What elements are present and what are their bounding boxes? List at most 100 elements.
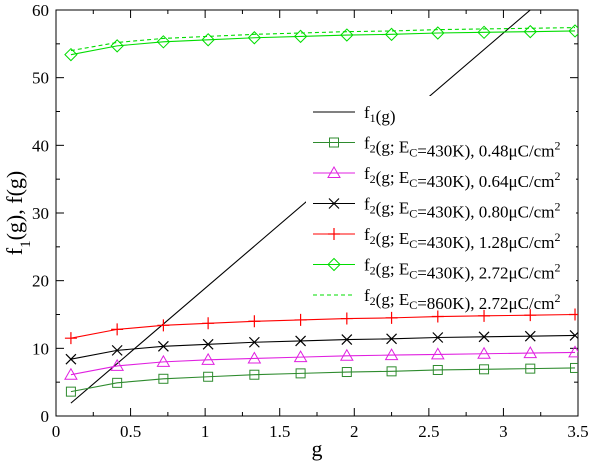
series-0 bbox=[70, 10, 531, 404]
data-point bbox=[384, 348, 399, 361]
data-point bbox=[341, 334, 353, 345]
data-point bbox=[478, 309, 491, 322]
data-point bbox=[524, 330, 536, 342]
data-point bbox=[339, 348, 354, 361]
y-tick-label: 30 bbox=[32, 204, 49, 223]
data-point bbox=[294, 313, 307, 326]
data-point bbox=[479, 364, 490, 375]
data-point bbox=[65, 353, 77, 365]
data-point bbox=[157, 319, 170, 332]
x-tick-label: 1 bbox=[201, 422, 210, 441]
series-line bbox=[70, 313, 576, 339]
data-point bbox=[341, 367, 352, 378]
data-point bbox=[431, 310, 444, 323]
data-point bbox=[477, 346, 491, 359]
legend-marker bbox=[328, 198, 340, 209]
data-point bbox=[568, 24, 578, 38]
data-point bbox=[525, 363, 536, 374]
data-point bbox=[249, 369, 260, 380]
data-point bbox=[568, 345, 578, 358]
series-line bbox=[70, 334, 576, 360]
legend-entry: f2(g; EC=430K), 0.80μC/cm2 bbox=[313, 195, 560, 222]
data-point bbox=[158, 373, 169, 384]
series-line bbox=[70, 351, 576, 376]
legend-label: f2(g; EC=860K), 2.72μC/cm2 bbox=[364, 286, 560, 313]
data-point bbox=[386, 333, 397, 345]
data-point bbox=[157, 340, 169, 352]
data-point bbox=[247, 31, 262, 45]
x-tick-label: 0.5 bbox=[120, 422, 141, 441]
legend-entry: f2(g; EC=430K), 0.48μC/cm2 bbox=[313, 134, 560, 161]
data-point bbox=[201, 352, 215, 365]
legend-label: f2(g; EC=430K), 2.72μC/cm2 bbox=[364, 256, 560, 283]
legend-marker bbox=[328, 228, 340, 240]
y-axis-label: f1(g), f(g) bbox=[2, 171, 34, 255]
data-point bbox=[248, 315, 261, 328]
legend-label: f2(g; EC=430K), 0.48μC/cm2 bbox=[364, 134, 560, 161]
data-point bbox=[478, 331, 490, 343]
legend-entry: f2(g; EC=430K), 0.64μC/cm2 bbox=[313, 164, 560, 191]
series-line bbox=[70, 30, 576, 56]
data-layer bbox=[64, 10, 578, 404]
series-5 bbox=[64, 24, 578, 62]
series-line bbox=[70, 367, 576, 393]
legend-label: f2(g; EC=430K), 0.64μC/cm2 bbox=[364, 164, 560, 191]
data-point bbox=[64, 332, 77, 345]
legend-label: f2(g; EC=430K), 0.80μC/cm2 bbox=[364, 195, 560, 222]
data-point bbox=[293, 29, 308, 44]
data-point bbox=[295, 335, 307, 347]
data-point bbox=[430, 347, 445, 360]
x-tick-label: 0 bbox=[52, 422, 61, 441]
x-tick-label: 2 bbox=[350, 422, 359, 441]
data-point bbox=[111, 344, 123, 356]
legend-marker bbox=[327, 257, 341, 272]
data-point bbox=[384, 27, 399, 42]
y-tick-label: 20 bbox=[32, 272, 49, 291]
y-tick-label: 10 bbox=[32, 339, 49, 358]
data-point bbox=[247, 351, 262, 364]
data-point bbox=[569, 330, 578, 341]
legend-entry: f2(g; EC=860K), 2.72μC/cm2 bbox=[313, 286, 560, 313]
data-point bbox=[111, 323, 124, 336]
legend-entry: f1(g) bbox=[313, 103, 396, 126]
data-point bbox=[524, 309, 537, 322]
data-point bbox=[201, 33, 215, 47]
data-point bbox=[110, 39, 124, 53]
legend-label: f2(g; EC=430K), 1.28μC/cm2 bbox=[364, 225, 560, 252]
data-point bbox=[202, 338, 214, 350]
series-2 bbox=[64, 345, 578, 380]
data-point bbox=[293, 350, 308, 363]
legend-marker bbox=[329, 137, 339, 148]
data-point bbox=[156, 35, 171, 49]
data-point bbox=[64, 367, 78, 380]
legend-label: f1(g) bbox=[364, 103, 396, 126]
legend-marker bbox=[327, 165, 341, 178]
series-6 bbox=[70, 27, 576, 52]
y-tick-label: 40 bbox=[32, 136, 49, 155]
data-point bbox=[202, 317, 215, 330]
x-axis-label: g bbox=[312, 436, 323, 461]
legend-entry: f2(g; EC=430K), 2.72μC/cm2 bbox=[313, 256, 560, 283]
data-point bbox=[523, 24, 537, 39]
series-line bbox=[70, 10, 531, 404]
data-point bbox=[431, 26, 445, 40]
data-point bbox=[340, 28, 354, 42]
x-tick-label: 3 bbox=[499, 422, 508, 441]
series-line bbox=[70, 27, 576, 52]
data-point bbox=[385, 311, 398, 324]
data-point bbox=[110, 358, 125, 371]
legend-entry: f2(g; EC=430K), 1.28μC/cm2 bbox=[313, 225, 560, 252]
y-tick-label: 60 bbox=[32, 1, 49, 20]
data-point bbox=[570, 362, 578, 373]
data-point bbox=[477, 25, 491, 40]
data-point bbox=[156, 354, 171, 367]
data-point bbox=[523, 346, 538, 359]
data-point bbox=[295, 368, 306, 379]
x-tick-label: 3.5 bbox=[567, 422, 588, 441]
data-point bbox=[248, 336, 260, 348]
data-point bbox=[432, 364, 443, 375]
data-point bbox=[569, 308, 578, 321]
y-tick-label: 50 bbox=[32, 69, 49, 88]
series-3 bbox=[65, 330, 578, 365]
